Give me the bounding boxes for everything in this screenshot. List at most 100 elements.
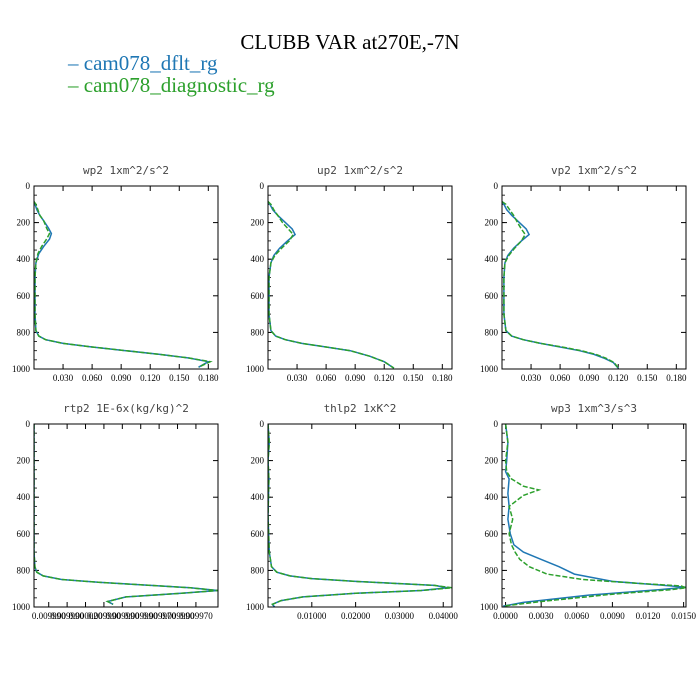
series-line — [268, 424, 452, 607]
y-tick-label: 800 — [17, 327, 31, 337]
y-tick-label: 800 — [251, 327, 265, 337]
x-tick-label: 0.01000 — [297, 611, 327, 621]
x-tick-label: 0.0060 — [564, 611, 589, 621]
y-tick-label: 400 — [251, 492, 265, 502]
x-tick-label: 0.090 — [345, 373, 366, 383]
series-line — [34, 201, 213, 368]
x-tick-label: 0.150 — [169, 373, 190, 383]
x-tick-label: 0.180 — [198, 373, 219, 383]
y-tick-label: 800 — [17, 565, 31, 575]
y-tick-label: 600 — [251, 291, 265, 301]
y-tick-label: 200 — [251, 456, 265, 466]
x-tick-label: 0.030 — [521, 373, 542, 383]
y-tick-label: 600 — [17, 291, 31, 301]
plot-frame — [33, 185, 219, 370]
x-tick-label: 0.120 — [374, 373, 395, 383]
panel-title: wp2 1xm^2/s^2 — [83, 164, 169, 177]
x-tick-label: 0.02000 — [341, 611, 371, 621]
y-tick-label: 600 — [485, 529, 499, 539]
series-line — [503, 424, 686, 607]
y-tick-label: 0 — [26, 419, 31, 429]
y-tick-label: 0 — [26, 181, 31, 191]
panel-title: up2 1xm^2/s^2 — [317, 164, 403, 177]
panel-title: rtp2 1E-6x(kg/kg)^2 — [63, 402, 189, 415]
y-tick-label: 800 — [485, 327, 499, 337]
y-tick-label: 400 — [17, 254, 31, 264]
plot-frame — [33, 423, 219, 608]
series-line — [34, 424, 218, 605]
y-tick-label: 1000 — [480, 364, 499, 374]
x-tick-label: 0.009990 — [50, 611, 84, 621]
y-tick-label: 600 — [17, 529, 31, 539]
legend-label: cam078_dflt_rg — [83, 51, 218, 75]
series-line — [502, 200, 619, 369]
y-tick-label: 1000 — [246, 602, 265, 612]
y-tick-label: 400 — [485, 254, 499, 264]
chart-panel: rtp2 1E-6x(kg/kg)^2020040060080010000.00… — [12, 402, 219, 621]
y-tick-label: 400 — [17, 492, 31, 502]
x-tick-label: 0.000020 — [69, 611, 103, 621]
x-tick-label: 0.0030 — [529, 611, 554, 621]
series-line — [268, 424, 448, 607]
x-tick-label: 0.060 — [316, 373, 337, 383]
x-tick-label: 0.009990 — [161, 611, 195, 621]
plot-frame — [267, 423, 453, 608]
x-tick-label: 0.009990 — [105, 611, 139, 621]
y-tick-label: 400 — [485, 492, 499, 502]
x-tick-label: 0.03000 — [385, 611, 415, 621]
x-tick-label: 0.120 — [140, 373, 161, 383]
x-tick-label: 0.030 — [287, 373, 308, 383]
legend-entry-diagnostic: – cam078_diagnostic_rg — [68, 74, 275, 96]
plot-frame — [501, 423, 687, 608]
y-tick-label: 0 — [260, 181, 265, 191]
y-tick-label: 600 — [485, 291, 499, 301]
x-tick-label: 0.030 — [53, 373, 74, 383]
x-tick-label: 0.060 — [550, 373, 571, 383]
x-tick-label: 0.180 — [432, 373, 453, 383]
x-tick-label: 0.090 — [579, 373, 600, 383]
x-tick-label: 0.180 — [666, 373, 687, 383]
series-line — [34, 424, 218, 605]
x-tick-label: 0.0090 — [600, 611, 625, 621]
legend-label: cam078_diagnostic_rg — [83, 73, 275, 97]
y-tick-label: 0 — [494, 181, 499, 191]
y-tick-label: 1000 — [246, 364, 265, 374]
chart-panel: up2 1xm^2/s^2 0 200 400 600 800 1000 0.030 0.060… — [246, 164, 453, 383]
legend-dash: – — [68, 51, 84, 75]
x-tick-label: 0.060 — [82, 373, 103, 383]
x-tick-label: 0.009970 — [142, 611, 176, 621]
y-tick-label: 1000 — [480, 602, 499, 612]
figure-title: CLUBB VAR at270E,-7N — [240, 30, 460, 54]
y-tick-label: 200 — [17, 218, 31, 228]
x-tick-label: 0.0000 — [493, 611, 518, 621]
panel-title: wp3 1xm^3/s^3 — [551, 402, 637, 415]
x-tick-label: 0.009990 — [124, 611, 158, 621]
x-tick-label: 0.0120 — [636, 611, 661, 621]
y-tick-label: 1000 — [12, 364, 31, 374]
x-tick-label: 0.0150 — [671, 611, 696, 621]
x-tick-label: 0.009990 — [32, 611, 66, 621]
y-tick-label: 1000 — [12, 602, 31, 612]
y-tick-label: 0 — [494, 419, 499, 429]
y-tick-label: 0 — [260, 419, 265, 429]
plot-frame — [501, 185, 687, 370]
y-tick-label: 200 — [485, 456, 499, 466]
panel-title: thlp2 1xK^2 — [324, 402, 397, 415]
y-tick-label: 800 — [251, 565, 265, 575]
legend-dash: – — [68, 73, 84, 97]
panel-title: vp2 1xm^2/s^2 — [551, 164, 637, 177]
x-tick-label: 0.090 — [111, 373, 132, 383]
plot-frame — [267, 185, 453, 370]
x-tick-label: 0.009970 — [179, 611, 213, 621]
y-tick-label: 400 — [251, 254, 265, 264]
series-line — [503, 424, 686, 607]
series-line — [268, 201, 395, 369]
y-tick-label: 200 — [17, 456, 31, 466]
y-tick-label: 200 — [485, 218, 499, 228]
chart-panel: thlp2 1xK^2 0 200 400 600 800 1000 0.01000 0.020… — [246, 402, 458, 621]
chart-panel: wp2 1xm^2/s^2 0 200 400 600 800 1000 0.030 0.060… — [12, 164, 219, 383]
x-tick-label: 0.150 — [637, 373, 658, 383]
y-tick-label: 600 — [251, 529, 265, 539]
